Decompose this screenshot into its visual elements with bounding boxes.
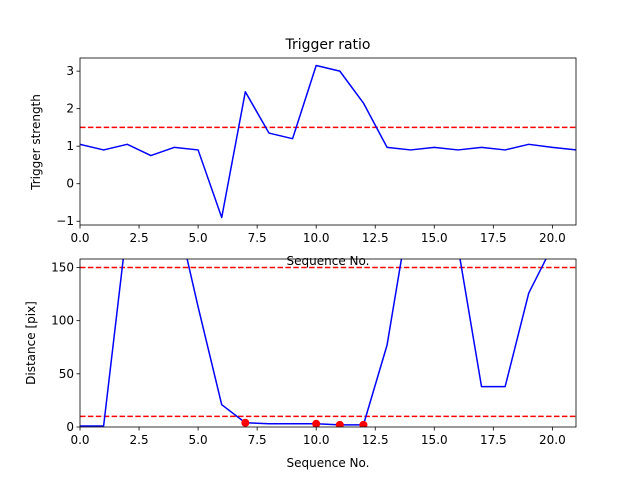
bottom-data-layer [80, 259, 576, 427]
top-x-tick-label: 15.0 [421, 231, 448, 245]
top-x-tick-label: 12.5 [362, 231, 389, 245]
top-x-tick-label: 7.5 [248, 231, 267, 245]
bottom-y-tick-label: 0 [66, 420, 74, 434]
top-y-tick-label: 1 [66, 139, 74, 153]
top-x-tick-label: 20.0 [539, 231, 566, 245]
bottom-x-tick-label: 2.5 [130, 433, 149, 447]
top-y-tick-label: 2 [66, 102, 74, 116]
bottom-series-line-0 [80, 259, 547, 427]
bottom-y-tick-label: 100 [51, 314, 74, 328]
bottom-x-tick-label: 10.0 [303, 433, 330, 447]
bottom-marker-point [359, 420, 368, 427]
bottom-x-tick-label: 12.5 [362, 433, 389, 447]
bottom-x-axis-label: Sequence No. [287, 456, 370, 470]
top-subplot: Trigger ratio Sequence No. Trigger stren… [29, 37, 577, 268]
bottom-y-tick-label: 50 [59, 367, 74, 381]
bottom-plot-area: 0.0 2.5 5.0 7.5 10.0 12.5 15.0 17.5 20.0 0 50 100 15… [51, 258, 577, 447]
bottom-axes-frame [79, 258, 577, 428]
top-x-axis-label: Sequence No. [287, 254, 370, 268]
top-chart-title: Trigger ratio [284, 37, 370, 53]
bottom-x-tick-label: 15.0 [421, 433, 448, 447]
bottom-x-tick-label: 20.0 [539, 433, 566, 447]
bottom-marker-point [241, 418, 250, 427]
top-series-line-0 [80, 64, 576, 219]
top-y-tick-label: 3 [66, 64, 74, 78]
top-x-tick-label: 17.5 [480, 231, 507, 245]
bottom-marker-point [312, 419, 321, 427]
top-x-tick-label: 2.5 [130, 231, 149, 245]
bottom-x-tick-label: 5.0 [189, 433, 208, 447]
bottom-subplot: Sequence No. Distance [pix] 0.0 2.5 5.0 7.5… [24, 258, 577, 470]
top-plot-area: 0.0 2.5 5.0 7.5 10.0 12.5 15.0 17.5 20.0 −1 0 1 2 3 [56, 57, 577, 245]
top-x-tick-label: 0.0 [70, 231, 89, 245]
top-y-tick-label: −1 [56, 214, 74, 228]
bottom-y-tick-label: 150 [51, 261, 74, 275]
bottom-y-axis-label: Distance [pix] [24, 301, 38, 385]
top-axes-frame [79, 57, 577, 226]
top-y-tick-label: 0 [66, 177, 74, 191]
top-x-tick-label: 10.0 [303, 231, 330, 245]
bottom-marker-point [335, 420, 344, 427]
top-data-layer [80, 64, 576, 219]
bottom-x-tick-label: 7.5 [248, 433, 267, 447]
top-y-axis-label: Trigger strength [29, 94, 43, 191]
top-x-tick-label: 5.0 [189, 231, 208, 245]
bottom-x-tick-label: 0.0 [70, 433, 89, 447]
bottom-x-tick-label: 17.5 [480, 433, 507, 447]
